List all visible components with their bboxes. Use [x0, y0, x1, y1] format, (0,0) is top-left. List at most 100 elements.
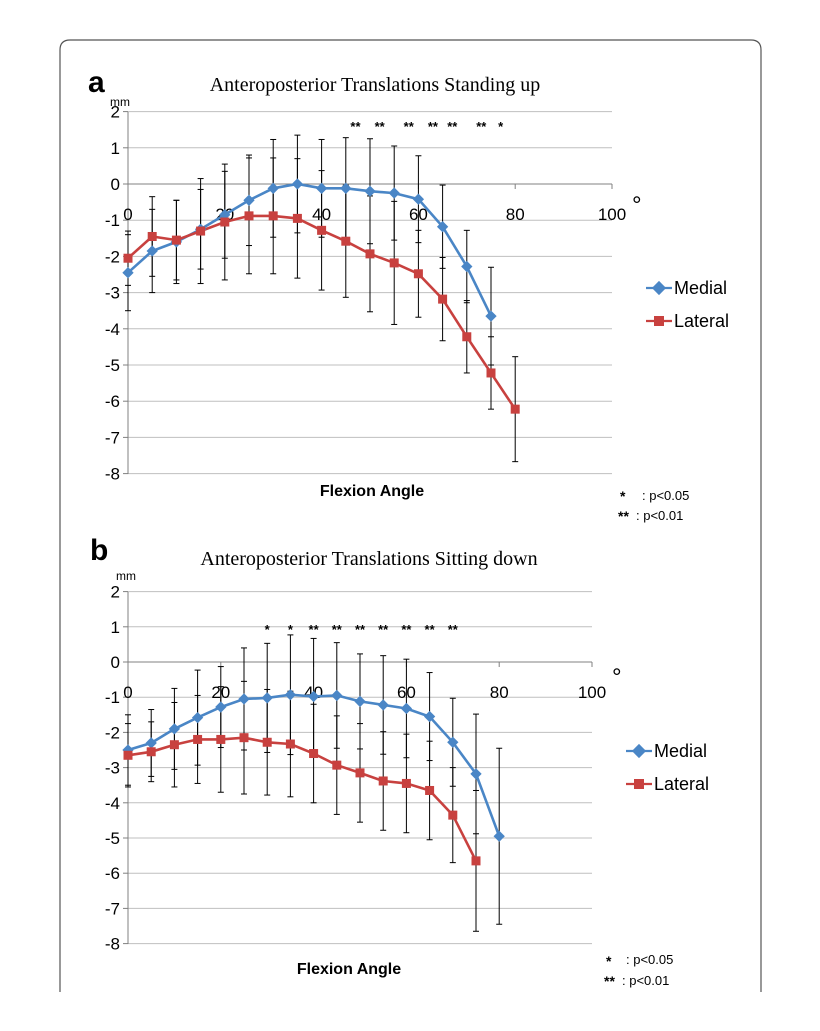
medial-point [470, 768, 482, 780]
panel-b-grid [123, 591, 593, 945]
x-tick-label: 80 [490, 683, 509, 702]
medial-point [267, 182, 279, 195]
lateral-series-line [127, 736, 478, 862]
y-tick-label: 2 [111, 103, 120, 122]
legend-medial-marker [631, 743, 647, 759]
note-text-p05: : p<0.05 [626, 952, 673, 967]
note-sym-p05: * [606, 953, 612, 969]
significance-marker: ** [375, 119, 386, 134]
significance-marker: ** [425, 622, 436, 637]
lateral-point [285, 739, 295, 749]
medial-point [307, 690, 320, 703]
medial-point [146, 245, 158, 257]
lateral-point [146, 747, 156, 757]
lateral-point [341, 236, 351, 246]
lateral-point [309, 749, 319, 759]
significance-marker: ** [401, 622, 412, 637]
panel-a-y-ticks: 2 1 0 -1 -2 -3 -4 -5 -6 -7 -8 [105, 103, 120, 484]
significance-marker: * [288, 622, 294, 637]
lateral-point [486, 368, 496, 378]
panel-b-notes: * : p<0.05 ** : p<0.01 [604, 952, 673, 989]
y-tick-label: 1 [111, 139, 120, 158]
significance-marker: ** [448, 622, 459, 637]
lateral-point [378, 776, 388, 786]
panel-b-markers [122, 689, 505, 866]
y-tick-label: -6 [105, 392, 120, 411]
x-tick-label: 0 [123, 683, 132, 702]
lateral-point [510, 404, 520, 414]
lateral-point [262, 737, 272, 747]
y-tick-label: -3 [105, 759, 120, 778]
significance-marker: ** [447, 119, 458, 134]
y-tick-label: -8 [105, 465, 120, 484]
significance-marker: * [498, 119, 504, 134]
lateral-point [123, 750, 133, 760]
medial-point [261, 692, 273, 704]
note-text-p01: : p<0.01 [622, 973, 669, 988]
y-tick-label: -7 [105, 428, 120, 447]
y-tick-label: 0 [111, 653, 120, 672]
significance-marker: ** [332, 622, 343, 637]
panel-a-x-unit: ° [632, 192, 642, 219]
legend-medial-marker [651, 280, 667, 296]
panel-a-label: a [88, 66, 105, 99]
y-tick-label: -2 [105, 723, 120, 742]
medial-point [485, 310, 497, 322]
medial-point [315, 182, 328, 195]
panel-a-x-axis-title: Flexion Angle [320, 483, 424, 500]
significance-marker: * [265, 622, 271, 637]
note-text-p01: : p<0.01 [636, 508, 683, 523]
legend-lateral-marker [654, 316, 664, 326]
panel-b-title: Anteroposterior Translations Sitting dow… [200, 548, 537, 570]
medial-point [377, 699, 389, 711]
y-tick-label: -6 [105, 864, 120, 883]
panel-b-significance: * * ** ** ** ** ** ** ** [265, 622, 459, 637]
medial-point [145, 737, 157, 749]
medial-point [412, 193, 425, 205]
lateral-point [448, 810, 458, 820]
lateral-point [244, 211, 254, 221]
lateral-point [317, 225, 327, 235]
panel-b-label: b [90, 534, 108, 567]
legend-lateral-label: Lateral [654, 774, 709, 794]
panel-b-x-unit: ° [612, 664, 622, 691]
y-tick-label: 2 [111, 583, 120, 602]
y-tick-label: -5 [105, 356, 120, 375]
medial-point [461, 260, 473, 273]
lateral-point [123, 253, 133, 263]
medial-point [191, 711, 204, 724]
lateral-point [292, 213, 302, 223]
lateral-point [147, 231, 157, 241]
medial-point [364, 185, 376, 197]
lateral-point [438, 294, 448, 304]
medial-point [354, 695, 366, 708]
y-tick-label: -4 [105, 794, 120, 813]
panel-a-notes: * : p<0.05 ** : p<0.01 [618, 488, 689, 524]
lateral-point [196, 226, 206, 236]
panel-a-legend: Medial Lateral [646, 278, 729, 331]
panel-b: b Anteroposterior Translations Sitting d… [90, 534, 709, 989]
lateral-point [389, 258, 399, 268]
x-tick-label: 100 [578, 683, 606, 702]
y-tick-label: -3 [105, 284, 120, 303]
significance-marker: ** [476, 119, 487, 134]
medial-point [447, 736, 459, 748]
medial-point [331, 689, 343, 702]
lateral-point [216, 734, 226, 744]
panel-a-grid [123, 111, 613, 475]
lateral-point [365, 249, 375, 259]
panel-a: a Anteroposterior Translations Standing … [88, 66, 729, 524]
lateral-point [332, 760, 342, 770]
lateral-point [171, 235, 181, 245]
panel-b-legend: Medial Lateral [626, 741, 709, 794]
panel-a-title: Anteroposterior Translations Standing up [210, 74, 541, 96]
y-tick-label: -7 [105, 899, 120, 918]
note-text-p05: : p<0.05 [642, 488, 689, 503]
medial-point [400, 702, 413, 715]
lateral-point [401, 778, 411, 788]
legend-lateral-marker [634, 779, 644, 789]
medial-point [436, 221, 449, 233]
y-tick-label: 1 [111, 618, 120, 637]
lateral-point [471, 856, 481, 866]
